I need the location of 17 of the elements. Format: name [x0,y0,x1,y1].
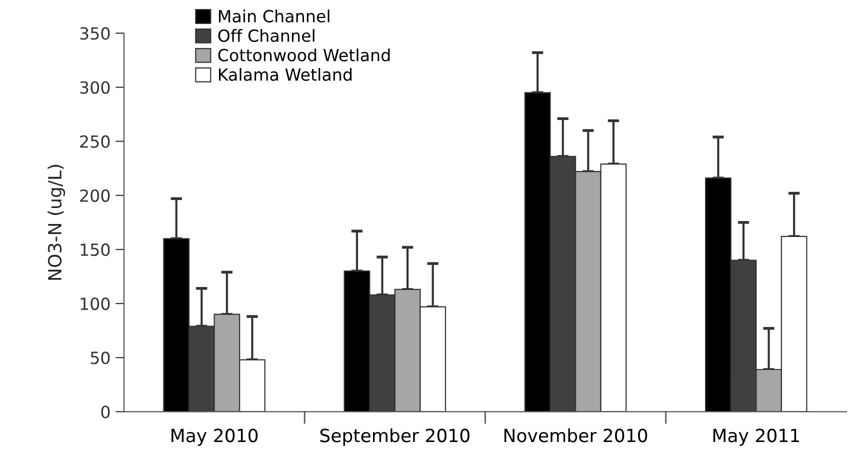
y-tick-label: 300 [80,81,110,94]
y-tick-label: 50 [90,352,110,364]
legend-label: Main Channel [218,10,330,22]
y-tick-label: 200 [80,189,110,202]
y-tick-label: 150 [80,243,110,256]
y-tick-label: 0 [101,406,110,418]
y-tick-label: 350 [80,27,110,40]
y-tick-label: 100 [80,298,110,310]
legend-label: Cottonwood Wetland [218,48,390,62]
x-tick-label: September 2010 [320,428,470,446]
legend-label: Off Channel [218,29,314,42]
y-axis-title: NO3-N (ug/L) [48,164,66,280]
y-tick-label: 250 [80,135,110,148]
x-tick-label: May 2010 [172,428,258,446]
legend-label: Kalama Wetland [218,68,352,81]
x-tick-label: November 2010 [504,428,648,442]
x-tick-label: May 2011 [713,428,799,446]
